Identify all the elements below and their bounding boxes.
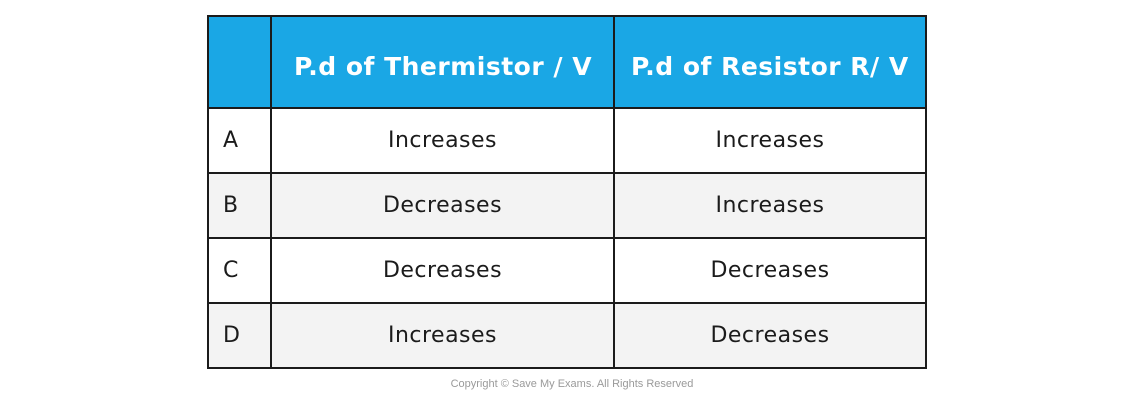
answer-table-container: P.d of Thermistor / V P.d of Resistor R/…	[207, 15, 927, 369]
cell-thermistor-b: Decreases	[270, 172, 615, 239]
cell-resistor-b: Increases	[613, 172, 927, 239]
table-row-d: D Increases Decreases	[207, 302, 927, 369]
row-label-c: C	[207, 237, 272, 304]
answer-options-table: P.d of Thermistor / V P.d of Resistor R/…	[207, 15, 927, 369]
table-row-b: B Decreases Increases	[207, 172, 927, 239]
cell-resistor-c: Decreases	[613, 237, 927, 304]
row-label-b: B	[207, 172, 272, 239]
copyright-notice: Copyright © Save My Exams. All Rights Re…	[450, 378, 694, 390]
cell-resistor-a: Increases	[613, 107, 927, 174]
table-row-a: A Increases Increases	[207, 107, 927, 174]
cell-thermistor-a: Increases	[270, 107, 615, 174]
cell-thermistor-c: Decreases	[270, 237, 615, 304]
cell-resistor-d: Decreases	[613, 302, 927, 369]
cell-thermistor-d: Increases	[270, 302, 615, 369]
row-label-d: D	[207, 302, 272, 369]
row-label-a: A	[207, 107, 272, 174]
header-resistor-pd: P.d of Resistor R/ V	[613, 15, 927, 109]
header-corner-cell	[207, 15, 272, 109]
table-row-c: C Decreases Decreases	[207, 237, 927, 304]
table-header-row: P.d of Thermistor / V P.d of Resistor R/…	[207, 15, 927, 109]
header-thermistor-pd: P.d of Thermistor / V	[270, 15, 615, 109]
